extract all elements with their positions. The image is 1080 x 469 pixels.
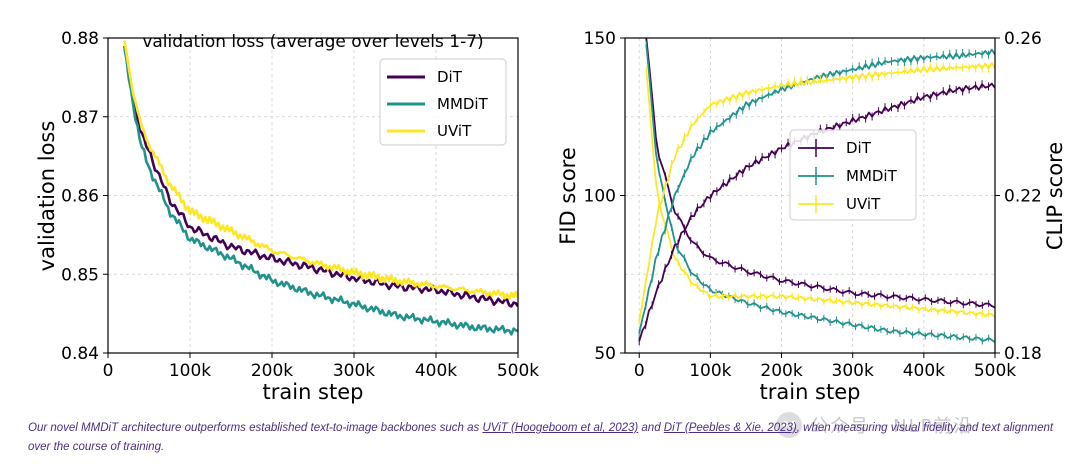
right-y-tick-label: 50	[594, 344, 616, 364]
left-y-tick-label: 0.87	[61, 108, 99, 128]
uvit-citation-link[interactable]: UViT (Hoogeboom et al, 2023)	[482, 422, 639, 434]
right-ticks: 0 100k 200k 300k 400k 500k 50 100 150 0.18 0.22 0.2…	[584, 29, 1042, 381]
right-x-tick-label: 400k	[903, 361, 945, 381]
right-legend-swatch	[798, 139, 834, 157]
left-x-tick-label: 400k	[415, 361, 457, 381]
left-x-tick-label: 0	[103, 361, 114, 381]
left-legend: DiT MMDiT UViT	[379, 58, 507, 146]
right-y2-tick-label: 0.26	[1004, 29, 1042, 49]
right-series	[638, 38, 995, 346]
right-legend-label: DiT	[846, 139, 872, 157]
right-legend-swatch	[798, 195, 834, 213]
right-legend-box	[789, 129, 917, 221]
watermark-text: 公众号 · NLP前沿	[810, 416, 974, 437]
right-y2-tick-label: 0.22	[1004, 187, 1042, 207]
series-line	[638, 62, 995, 322]
caption-text: , when measuring visual fidelity and tex…	[28, 422, 1054, 453]
left-ticks: 0 100k 200k 300k 400k 500k 0.84 0.85 0.86 0.87 0.8…	[61, 29, 539, 381]
series-dit-fid	[645, 38, 995, 312]
caption-text: Our novel MMDiT architecture outperforms…	[28, 422, 483, 434]
series-uvit-clip	[638, 62, 995, 326]
left-legend-box	[379, 58, 507, 146]
left-legend-label: MMDiT	[437, 95, 489, 113]
left-series	[123, 40, 518, 336]
series-line	[645, 69, 995, 318]
caption-text: and	[638, 422, 664, 434]
right-legend: DiT MMDiT UViT	[789, 129, 917, 221]
left-x-tick-label: 100k	[169, 361, 211, 381]
right-legend-label: UViT	[846, 195, 881, 213]
wechat-icon	[776, 412, 802, 438]
right-x-axis-label: train step	[760, 380, 861, 404]
left-y-axis-label: validation loss	[35, 121, 59, 272]
right-y2-tick-label: 0.18	[1004, 344, 1042, 364]
validation-loss-chart: 0 100k 200k 300k 400k 500k 0.84 0.85 0.86 0.87 0.8…	[35, 29, 539, 404]
left-y-tick-label: 0.85	[61, 265, 99, 285]
series-uvit-fid	[645, 66, 995, 321]
series-line-dit	[123, 45, 518, 308]
right-legend-swatch	[798, 167, 834, 185]
series-mmdit-clip	[638, 48, 995, 338]
left-x-tick-label: 200k	[251, 361, 293, 381]
series-line	[645, 44, 995, 344]
right-y2-axis-label: CLIP score	[1043, 142, 1067, 250]
series-line-mmdit	[123, 48, 518, 336]
dit-citation-link[interactable]: DiT (Peebles & Xie, 2023)	[663, 422, 797, 434]
right-x-tick-label: 500k	[974, 361, 1016, 381]
right-x-tick-label: 200k	[760, 361, 802, 381]
left-y-tick-label: 0.84	[61, 344, 99, 364]
right-x-tick-label: 0	[634, 361, 645, 381]
left-y-tick-label: 0.86	[61, 187, 99, 207]
right-y-tick-label: 100	[584, 187, 616, 207]
right-y-tick-label: 150	[584, 29, 616, 49]
left-chart-title: validation loss (average over levels 1-7…	[142, 32, 483, 52]
watermark: 公众号 · NLP前沿	[776, 408, 1066, 442]
figure: 0 100k 200k 300k 400k 500k 0.84 0.85 0.86 0.87 0.8…	[35, 29, 1067, 404]
fid-clip-chart: 0 100k 200k 300k 400k 500k 50 100 150 0.18 0.22 0.2…	[556, 29, 1067, 404]
right-x-tick-label: 300k	[832, 361, 874, 381]
left-legend-label: UViT	[437, 122, 472, 140]
left-x-tick-label: 300k	[333, 361, 375, 381]
series-line-uvit	[123, 40, 518, 300]
right-x-tick-label: 100k	[689, 361, 731, 381]
left-y-tick-label: 0.88	[61, 29, 99, 49]
left-legend-label: DiT	[437, 68, 463, 86]
series-line	[638, 48, 995, 334]
figure-caption: Our novel MMDiT architecture outperforms…	[28, 419, 1058, 457]
left-x-tick-label: 500k	[497, 361, 539, 381]
right-legend-label: MMDiT	[846, 167, 898, 185]
right-y-axis-label: FID score	[556, 147, 580, 245]
left-x-axis-label: train step	[263, 380, 364, 404]
series-line	[645, 38, 995, 309]
